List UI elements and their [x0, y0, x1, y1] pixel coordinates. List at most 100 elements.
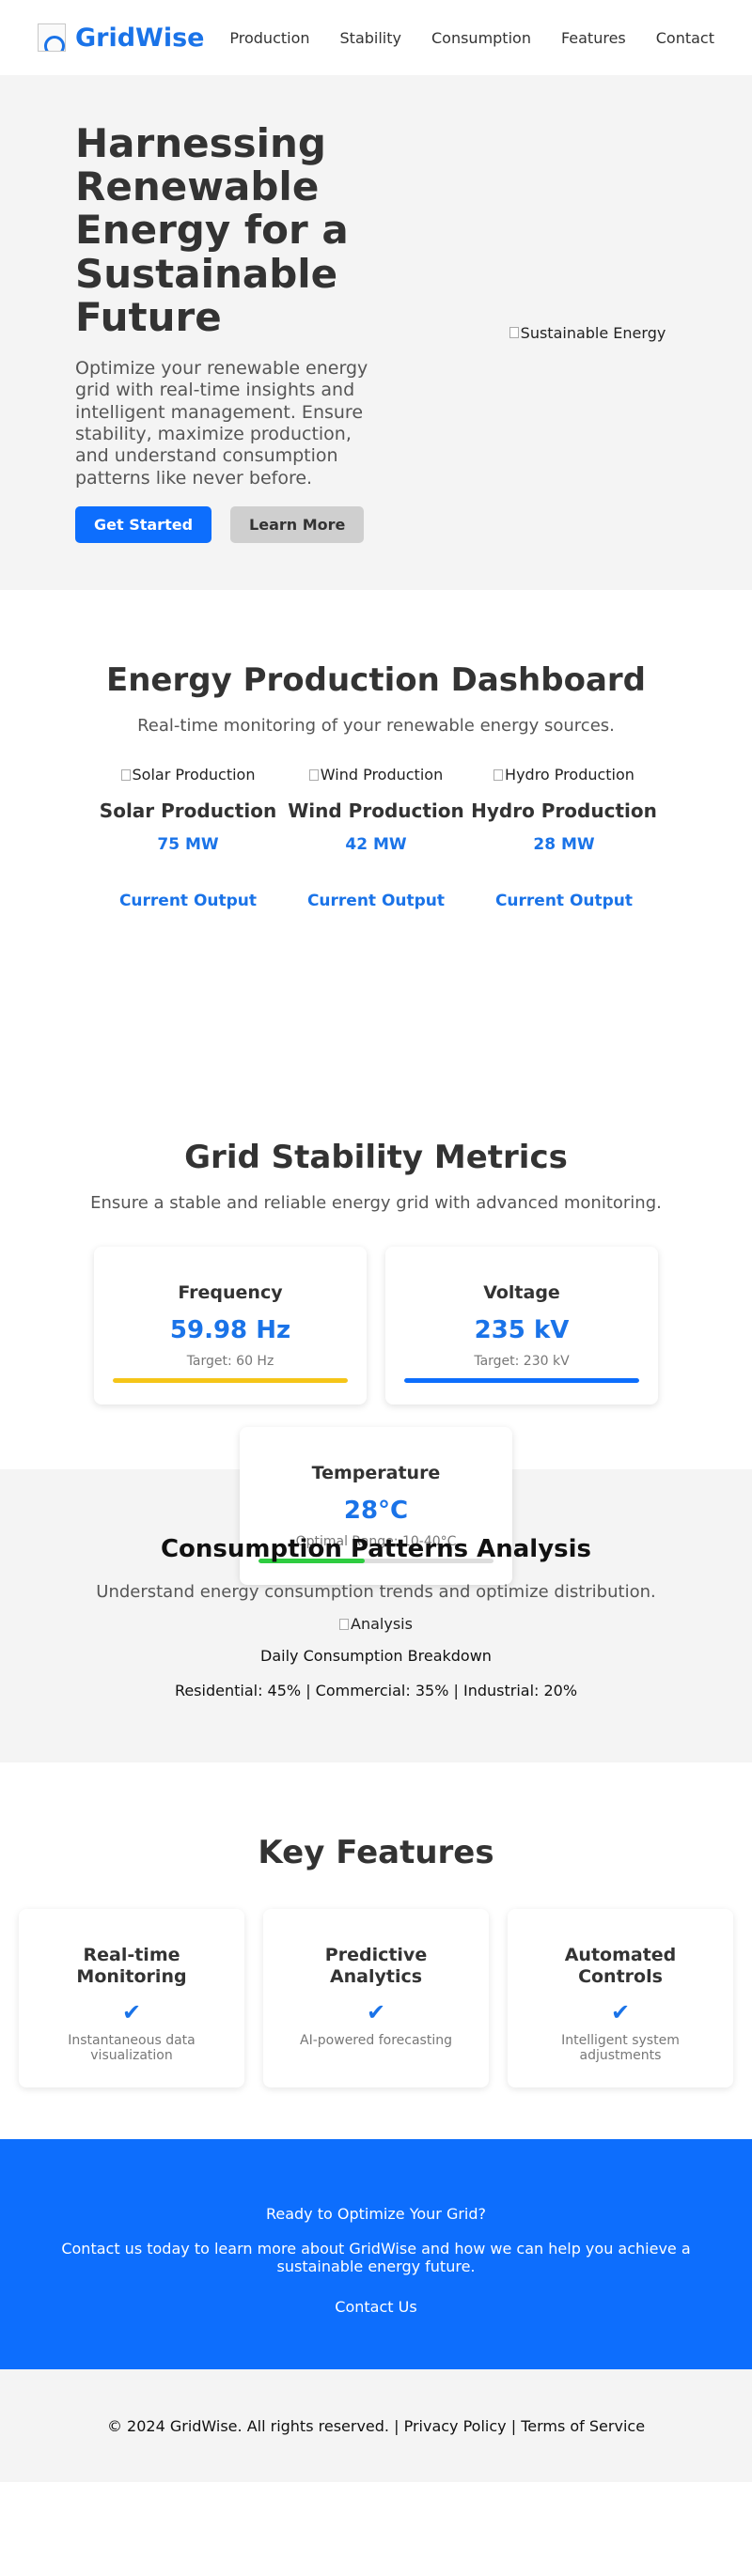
consumption-title: Consumption Patterns Analysis	[160, 1535, 592, 1563]
footer-separator: |	[506, 2416, 522, 2435]
metric-value: 235 kV	[474, 1316, 570, 1344]
nav-link-stability[interactable]: Stability	[339, 28, 401, 47]
production-value: 28 MW	[533, 834, 595, 854]
broken-image-icon	[120, 768, 131, 781]
terms-of-service-link[interactable]: Terms of Service	[521, 2416, 646, 2435]
footer-copyright: © 2024 GridWise. All rights reserved.	[106, 2416, 390, 2435]
feature-description: Intelligent system adjustments	[561, 2032, 680, 2063]
hero-image: Sustainable Energy	[385, 324, 677, 342]
feature-card-monitoring: Real-time Monitoring ✔ Instantaneous dat…	[19, 1909, 244, 2087]
main-nav: Production Stability Consumption Feature…	[229, 29, 714, 47]
metric-meter-fill	[113, 1378, 348, 1383]
features-title: Key Features	[258, 1834, 494, 1871]
metrics-grid: Frequency 59.98 Hz Target: 60 Hz Voltage…	[94, 1247, 658, 1585]
production-item-solar: Solar Production Solar Production 75 MW …	[94, 766, 282, 910]
cta-section: Ready to Optimize Your Grid? Contact us …	[0, 2139, 752, 2369]
production-name: Solar Production	[99, 799, 277, 822]
metric-meter-fill	[258, 1559, 365, 1563]
analysis-image-alt: Analysis	[351, 1615, 413, 1633]
nav-link-features[interactable]: Features	[560, 28, 626, 47]
stability-title: Grid Stability Metrics	[184, 1139, 568, 1176]
production-value: 75 MW	[157, 834, 219, 854]
checkmark-icon: ✔	[121, 1998, 142, 2025]
broken-image-icon	[339, 1618, 350, 1630]
feature-description: AI-powered forecasting	[300, 2032, 452, 2048]
metric-card-voltage: Voltage 235 kV Target: 230 kV	[385, 1247, 658, 1404]
privacy-policy-link[interactable]: Privacy Policy	[403, 2416, 507, 2435]
feature-title: Predictive Analytics	[324, 1945, 428, 1987]
hydro-image-placeholder: Hydro Production	[494, 766, 634, 784]
hero-description: Optimize your renewable energy grid with…	[75, 357, 368, 489]
consumption-caption: Daily Consumption Breakdown	[260, 1646, 492, 1665]
metric-title: Voltage	[483, 1282, 560, 1303]
checkmark-icon: ✔	[366, 1998, 386, 2025]
wind-image-alt: Wind Production	[320, 766, 444, 784]
production-item-hydro: Hydro Production Hydro Production 28 MW …	[470, 766, 658, 910]
broken-image-icon	[494, 768, 504, 781]
logo-icon	[38, 23, 66, 52]
production-section: Energy Production Dashboard Real-time mo…	[0, 590, 752, 1015]
broken-image-icon	[509, 327, 519, 338]
hero-buttons: Get Started Learn More	[75, 506, 385, 544]
nav-link-contact[interactable]: Contact	[655, 28, 714, 47]
consumption-breakdown: Residential: 45% | Commercial: 35% | Ind…	[174, 1681, 578, 1699]
feature-description: Instantaneous data visualization	[68, 2032, 196, 2063]
broken-image-icon	[308, 768, 319, 781]
hero-image-alt: Sustainable Energy	[520, 323, 666, 342]
metric-meter	[404, 1378, 639, 1383]
feature-card-analytics: Predictive Analytics ✔ AI-powered foreca…	[263, 1909, 489, 2087]
consumption-image: Analysis	[0, 1615, 752, 1634]
stability-subtitle: Ensure a stable and reliable energy grid…	[90, 1193, 662, 1213]
metric-card-frequency: Frequency 59.98 Hz Target: 60 Hz	[94, 1247, 367, 1404]
production-subtitle: Real-time monitoring of your renewable e…	[137, 716, 615, 736]
metric-meter	[258, 1559, 494, 1563]
metric-target: Target: 230 kV	[474, 1354, 570, 1369]
production-label: Current Output	[494, 891, 634, 910]
consumption-subtitle: Understand energy consumption trends and…	[96, 1582, 656, 1602]
contact-us-link[interactable]: Contact Us	[335, 2298, 417, 2317]
solar-image-alt: Solar Production	[132, 766, 256, 784]
hero-title: Harnessing Renewable Energy for a Sustai…	[75, 119, 349, 340]
cta-title: Ready to Optimize Your Grid?	[265, 2205, 487, 2223]
brand[interactable]: GridWise	[38, 23, 204, 53]
production-name: Hydro Production	[471, 799, 657, 822]
production-name: Wind Production	[288, 799, 464, 822]
site-footer: © 2024 GridWise. All rights reserved. | …	[0, 2369, 752, 2482]
metric-meter-fill	[404, 1378, 639, 1383]
production-value: 42 MW	[345, 834, 407, 854]
wind-image-placeholder: Wind Production	[308, 766, 444, 784]
hero-image-placeholder: Sustainable Energy	[509, 324, 666, 342]
feature-card-controls: Automated Controls ✔ Intelligent system …	[508, 1909, 733, 2087]
production-title: Energy Production Dashboard	[106, 661, 646, 699]
footer-separator: |	[389, 2416, 404, 2435]
features-section: Key Features Real-time Monitoring ✔ Inst…	[0, 1762, 752, 2139]
site-header: GridWise Production Stability Consumptio…	[0, 0, 752, 75]
cta-text: Contact us today to learn more about Gri…	[61, 2240, 691, 2276]
production-item-wind: Wind Production Wind Production 42 MW Cu…	[282, 766, 470, 910]
hero-content: Harnessing Renewable Energy for a Sustai…	[75, 119, 385, 544]
nav-link-consumption[interactable]: Consumption	[431, 28, 531, 47]
production-grid: Solar Production Solar Production 75 MW …	[0, 766, 752, 910]
brand-name[interactable]: GridWise	[75, 23, 205, 53]
nav-link-production[interactable]: Production	[229, 28, 310, 47]
metric-value: 28°C	[343, 1497, 409, 1525]
checkmark-icon: ✔	[610, 1998, 631, 2025]
metric-card-temperature: Temperature 28°C Optimal Range: 10-40°C	[240, 1427, 512, 1585]
stability-section: Grid Stability Metrics Ensure a stable a…	[0, 1015, 752, 1585]
metric-title: Frequency	[178, 1282, 283, 1303]
metric-meter	[113, 1378, 348, 1383]
hero-section: Harnessing Renewable Energy for a Sustai…	[0, 75, 752, 590]
solar-image-placeholder: Solar Production	[120, 766, 256, 784]
analysis-image-placeholder: Analysis	[339, 1615, 413, 1633]
learn-more-button[interactable]: Learn More	[230, 506, 365, 544]
metric-value: 59.98 Hz	[169, 1316, 291, 1344]
metric-target: Optimal Range: 10-40°C	[295, 1534, 457, 1549]
feature-title: Automated Controls	[564, 1945, 677, 1987]
get-started-button[interactable]: Get Started	[75, 506, 212, 544]
feature-title: Real-time Monitoring	[76, 1945, 187, 1987]
production-label: Current Output	[118, 891, 258, 910]
metric-title: Temperature	[311, 1463, 441, 1483]
features-grid: Real-time Monitoring ✔ Instantaneous dat…	[0, 1909, 752, 2087]
hydro-image-alt: Hydro Production	[505, 766, 634, 784]
metric-target: Target: 60 Hz	[186, 1354, 274, 1369]
